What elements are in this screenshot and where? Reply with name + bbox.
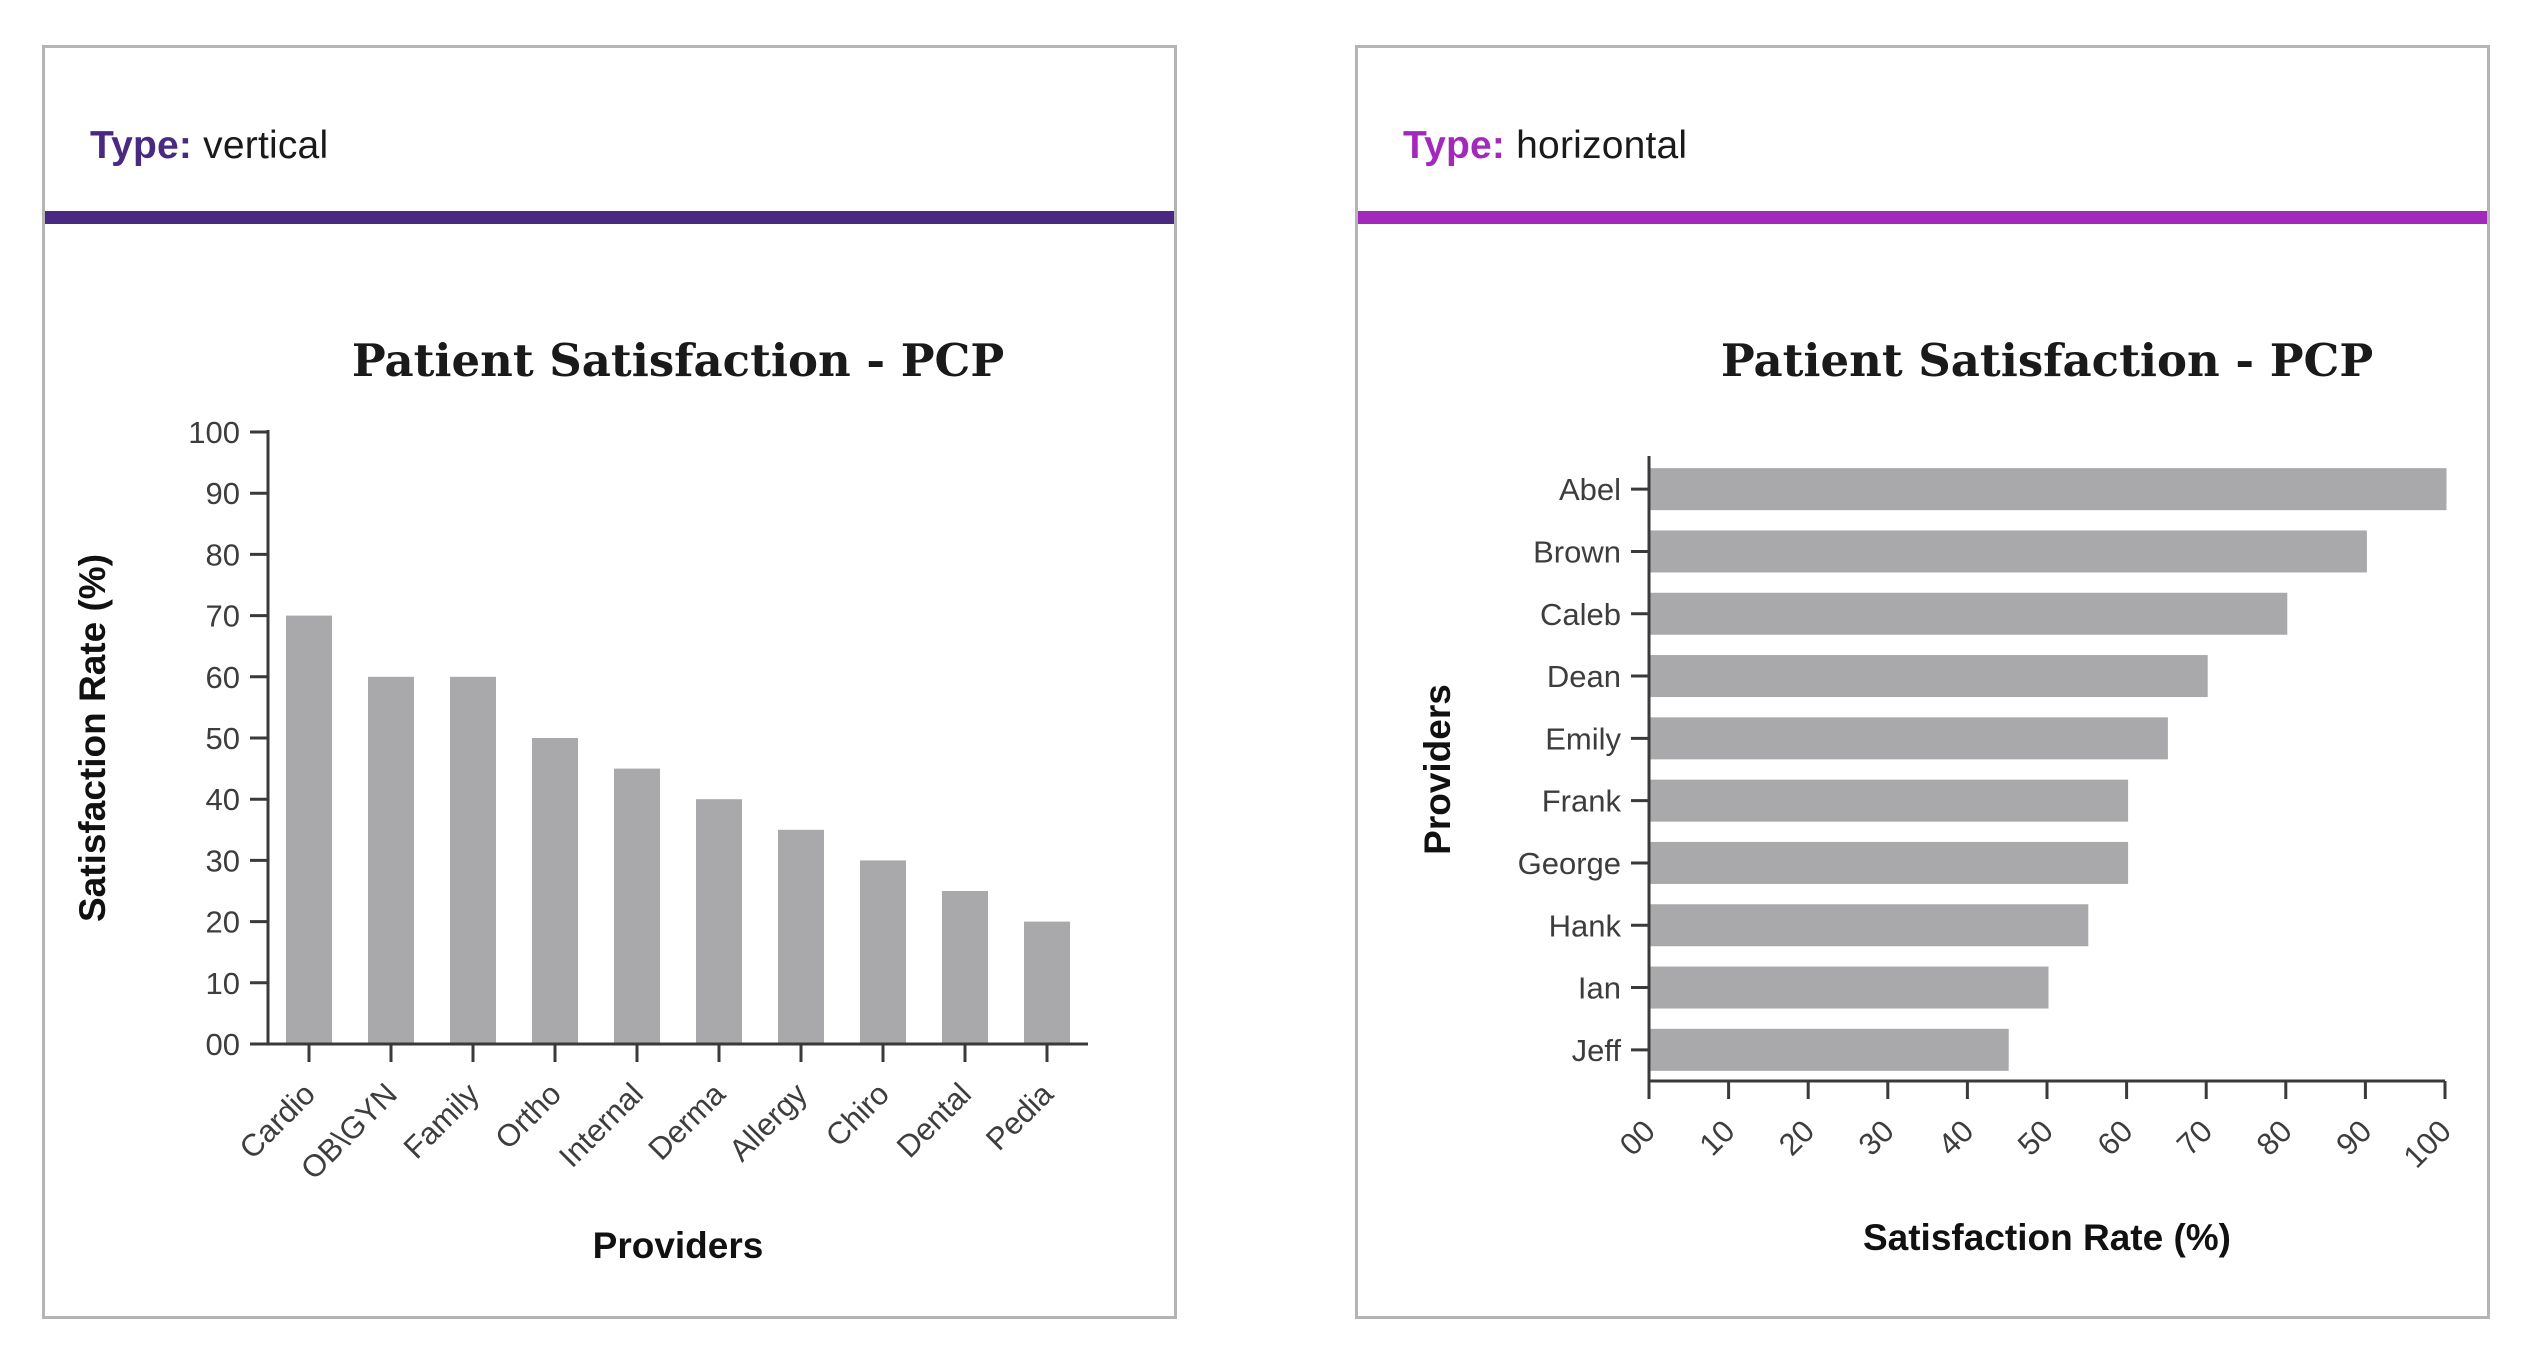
chart-title: Patient Satisfaction - PCP	[1721, 334, 2373, 387]
x-tick-label: 30	[1852, 1113, 1901, 1162]
bar-Jeff	[1650, 1028, 2009, 1071]
y-tick-label: 50	[206, 721, 240, 756]
y-tick-label: 90	[206, 476, 240, 511]
y-tick-label: 100	[188, 415, 240, 450]
bar-Brown	[1650, 530, 2367, 573]
y-tick-label: 60	[206, 660, 240, 695]
x-tick-label: Dental	[890, 1076, 978, 1164]
x-axis-title: Providers	[593, 1225, 764, 1266]
x-tick-label: Allergy	[722, 1076, 814, 1168]
y-tick-label: 40	[206, 782, 240, 817]
x-tick-label: 100	[2397, 1113, 2458, 1174]
x-tick-label: 60	[2090, 1113, 2139, 1162]
x-tick-label: Family	[397, 1076, 487, 1166]
x-tick-label: Pedia	[979, 1076, 1060, 1157]
y-tick-label: Caleb	[1540, 597, 1621, 632]
bar-Hank	[1650, 904, 2089, 947]
y-tick-label: 70	[206, 599, 240, 634]
x-tick-label: Chiro	[819, 1076, 896, 1153]
bar-Ortho	[532, 738, 578, 1044]
y-tick-label: 80	[206, 537, 240, 572]
bar-Derma	[696, 799, 742, 1044]
horizontal-bar-chart: Patient Satisfaction - PCP Abel Brown Caleb…	[1417, 334, 2458, 1258]
bar-Allergy	[778, 829, 824, 1044]
x-tick-label: 70	[2170, 1113, 2219, 1162]
x-tick-label: Ortho	[488, 1076, 568, 1156]
type-value: vertical	[203, 124, 329, 167]
chart-title: Patient Satisfaction - PCP	[352, 334, 1004, 387]
chart-card-horizontal: Type: horizontal Patient Satisfaction - …	[1355, 45, 2490, 1319]
y-axis-title: Satisfaction Rate (%)	[72, 554, 113, 922]
bar-Abel	[1650, 468, 2447, 511]
y-tick-label: Dean	[1547, 659, 1621, 694]
y-tick-label: 30	[206, 843, 240, 878]
bar-Pedia	[1024, 921, 1070, 1044]
card-header: Type: vertical	[90, 124, 328, 168]
y-tick-label: Brown	[1533, 534, 1621, 569]
x-tick-label: Internal	[552, 1076, 650, 1174]
y-tick-label: 00	[206, 1027, 240, 1062]
x-tick-label: 20	[1772, 1113, 1821, 1162]
x-tick-label: 40	[1931, 1113, 1980, 1162]
y-tick-label: Frank	[1542, 784, 1622, 819]
y-tick-label: Emily	[1545, 721, 1621, 756]
y-tick-label: Jeff	[1572, 1033, 1622, 1068]
bar-OB\GYN	[368, 676, 414, 1044]
bar-Cardio	[286, 615, 332, 1044]
x-tick-label: Derma	[641, 1076, 732, 1167]
y-tick-label: Ian	[1578, 971, 1621, 1006]
y-tick-label: 10	[206, 966, 240, 1001]
y-tick-label: Hank	[1549, 908, 1622, 943]
x-tick-label: 90	[2329, 1113, 2378, 1162]
x-tick-label: 80	[2250, 1113, 2299, 1162]
bar-Internal	[614, 768, 660, 1044]
x-axis-title: Satisfaction Rate (%)	[1863, 1217, 2231, 1258]
x-tick-label: 00	[1613, 1113, 1662, 1162]
accent-divider	[1358, 211, 2487, 224]
bar-Family	[450, 676, 496, 1044]
y-axis-title: Providers	[1417, 684, 1458, 855]
type-label: Type:	[90, 124, 193, 167]
x-tick-label: 10	[1692, 1113, 1741, 1162]
type-label: Type:	[1403, 124, 1506, 167]
accent-divider	[45, 211, 1174, 224]
bar-Ian	[1650, 966, 2049, 1009]
y-tick-label: Abel	[1559, 472, 1621, 507]
y-tick-label: George	[1518, 846, 1621, 881]
type-value: horizontal	[1516, 124, 1688, 167]
x-tick-label: 50	[2011, 1113, 2060, 1162]
bar-Caleb	[1650, 592, 2288, 635]
bar-Dean	[1650, 655, 2208, 698]
chart-card-vertical: Type: vertical Patient Satisfaction - PC…	[42, 45, 1177, 1319]
bar-Frank	[1650, 779, 2129, 822]
bar-Emily	[1650, 717, 2168, 760]
vertical-bar-chart: Patient Satisfaction - PCP 00 10 20 30 40 50 60…	[72, 334, 1088, 1266]
y-tick-label: 20	[206, 905, 240, 940]
bar-Chiro	[860, 860, 906, 1044]
bar-Dental	[942, 891, 988, 1044]
card-header: Type: horizontal	[1403, 124, 1687, 168]
bar-George	[1650, 841, 2129, 884]
